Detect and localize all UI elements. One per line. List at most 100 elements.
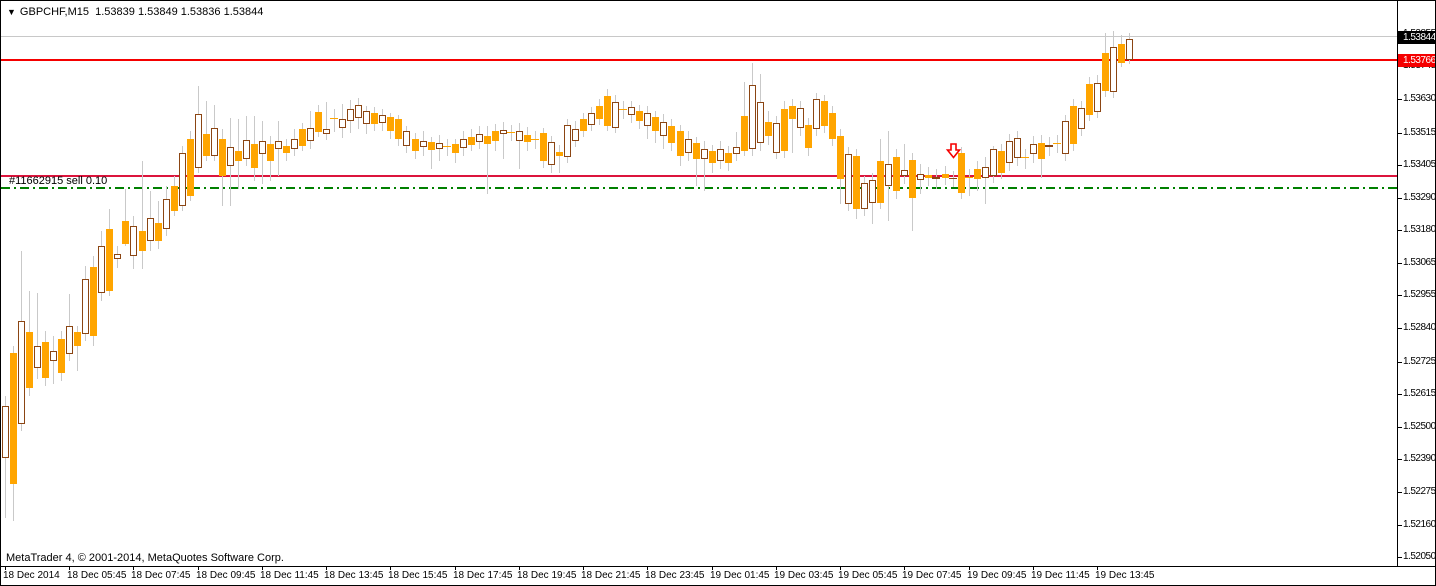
candle	[652, 117, 659, 131]
candle	[998, 151, 1005, 173]
candle	[500, 130, 507, 134]
candle	[516, 131, 523, 141]
candle	[2, 406, 9, 458]
candle	[853, 156, 860, 209]
price-tick	[1398, 165, 1402, 166]
candle	[636, 111, 643, 121]
price-axis-label: 1.52160	[1403, 519, 1436, 530]
candle	[893, 157, 900, 191]
candle	[243, 140, 250, 159]
time-tick	[1033, 566, 1034, 570]
candle	[942, 174, 949, 178]
time-axis-label: 18 Dec 17:45	[453, 570, 513, 581]
time-axis-label: 18 Dec 2014	[3, 570, 60, 581]
resistance-line	[1, 59, 1397, 61]
candle	[813, 99, 820, 129]
candle	[757, 102, 764, 143]
candle-wick	[431, 137, 432, 169]
price-tick	[1398, 99, 1402, 100]
price-tick	[1398, 295, 1402, 296]
candle	[211, 128, 218, 156]
candle	[725, 153, 732, 163]
price-tick	[1398, 557, 1402, 558]
candle	[668, 126, 675, 143]
candle	[1110, 47, 1117, 92]
candle	[428, 142, 435, 150]
price-axis-label: 1.52615	[1403, 388, 1436, 399]
candle	[307, 128, 314, 141]
candle-wick	[1057, 135, 1058, 153]
candle-wick	[77, 326, 78, 371]
candle	[1030, 144, 1037, 154]
candle	[10, 353, 17, 484]
candle	[781, 109, 788, 151]
candle	[1094, 83, 1101, 112]
candle	[556, 152, 563, 156]
candle-wick	[326, 102, 327, 140]
candle	[114, 254, 121, 259]
candle-wick	[334, 109, 335, 132]
candle	[436, 143, 443, 149]
price-tick	[1398, 427, 1402, 428]
candle	[701, 149, 708, 159]
candle	[122, 221, 129, 244]
candle-wick	[511, 125, 512, 141]
candle	[789, 106, 796, 119]
candle	[66, 326, 73, 354]
candle	[909, 160, 916, 198]
candle	[982, 167, 989, 178]
candle	[203, 134, 210, 156]
price-tick	[1398, 198, 1402, 199]
sell-arrow-icon	[945, 143, 962, 159]
open-order-label: #11662915 sell 0.10	[9, 175, 108, 187]
candle	[460, 139, 467, 148]
time-axis-label: 19 Dec 05:45	[838, 570, 898, 581]
time-tick	[5, 566, 6, 570]
candle-wick	[969, 169, 970, 196]
price-axis-separator	[1397, 1, 1398, 566]
price-axis-label: 1.53065	[1403, 257, 1436, 268]
time-tick	[390, 566, 391, 570]
candle	[219, 139, 226, 176]
candle	[901, 170, 908, 176]
price-tick	[1398, 133, 1402, 134]
price-tick	[1398, 525, 1402, 526]
time-tick	[647, 566, 648, 570]
candle	[1006, 141, 1013, 163]
candle	[531, 139, 539, 140]
chart-plot-area[interactable]	[1, 1, 1397, 566]
copyright-text: MetaTrader 4, © 2001-2014, MetaQuotes So…	[6, 552, 284, 564]
price-axis-label: 1.53405	[1403, 159, 1436, 170]
candle	[925, 175, 932, 178]
candle	[299, 129, 306, 146]
time-axis-label: 19 Dec 09:45	[967, 570, 1027, 581]
candle	[958, 153, 965, 193]
candle	[379, 115, 386, 123]
gray-high-line	[1, 36, 1397, 37]
candle	[797, 108, 804, 128]
candle	[50, 351, 57, 361]
time-axis-label: 18 Dec 15:45	[388, 570, 448, 581]
candle	[1078, 108, 1085, 129]
time-tick	[712, 566, 713, 570]
time-tick	[583, 566, 584, 570]
candle	[749, 85, 756, 149]
time-axis-label: 18 Dec 05:45	[67, 570, 127, 581]
candle	[733, 147, 740, 154]
chart-ohlc-readout: 1.53839 1.53849 1.53836 1.53844	[95, 6, 264, 18]
symbol-marker-icon: ▼	[7, 7, 16, 17]
candle	[845, 154, 852, 204]
candle	[42, 342, 49, 378]
price-axis-label: 1.52275	[1403, 486, 1436, 497]
candle	[227, 147, 234, 166]
candle	[420, 141, 427, 147]
time-tick	[904, 566, 905, 570]
candle	[347, 109, 354, 121]
candle	[580, 119, 587, 131]
candle-wick	[623, 101, 624, 119]
candle-wick	[447, 139, 448, 156]
time-axis-label: 19 Dec 07:45	[902, 570, 962, 581]
candle	[709, 151, 716, 163]
chart-symbol-timeframe: GBPCHF,M15	[19, 6, 89, 18]
